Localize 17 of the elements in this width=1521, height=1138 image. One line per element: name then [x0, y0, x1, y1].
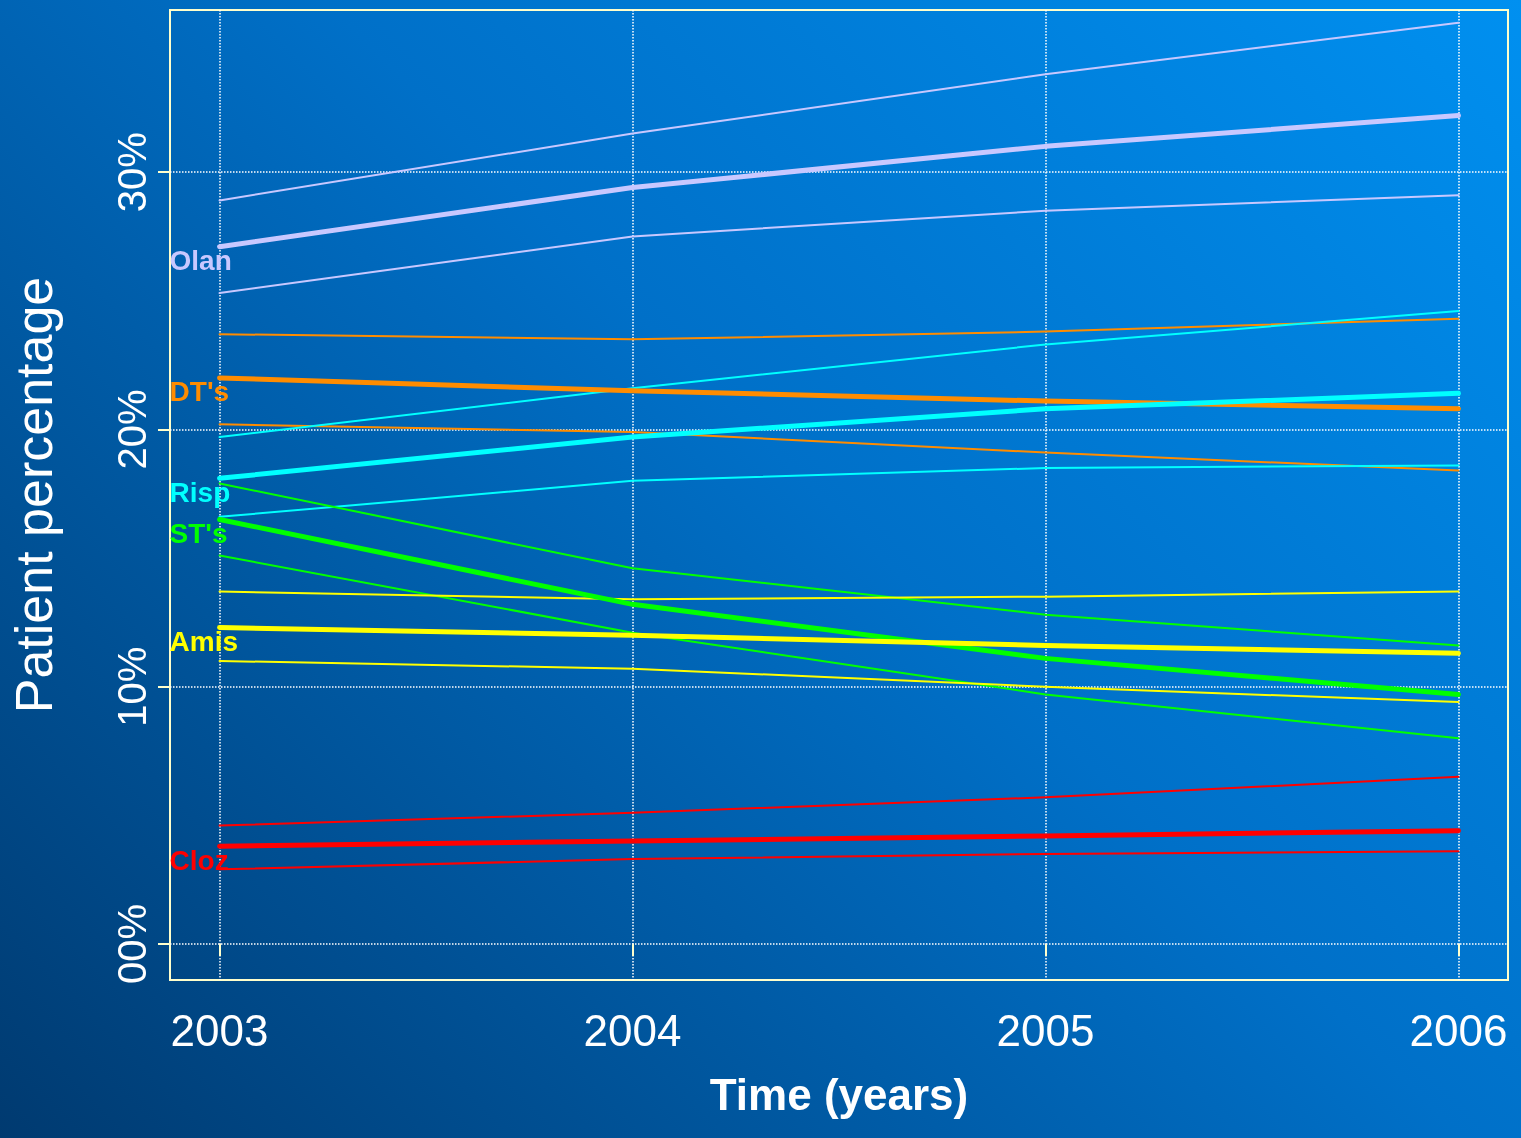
x-axis-title: Time (years)	[709, 1069, 969, 1119]
y-tick-label: 30%	[110, 132, 154, 213]
line-series	[218, 775, 1460, 827]
series-label: Risp	[169, 476, 231, 508]
line-series	[218, 423, 1460, 472]
y-axis-title: Patient percentage	[5, 276, 63, 714]
y-tick-label: 20%	[110, 389, 154, 470]
series-label: DT's	[169, 376, 230, 408]
y-tick-label: 10%	[110, 646, 154, 727]
x-tick-label: 2004	[583, 1005, 682, 1055]
line-series	[218, 659, 1460, 704]
x-tick-label: 2005	[996, 1005, 1095, 1055]
line-series	[218, 21, 1460, 202]
x-tick-label: 2003	[170, 1005, 269, 1055]
y-tick-label: 00%	[110, 903, 154, 985]
x-tick-label: 2006	[1409, 1005, 1508, 1055]
line-series	[218, 317, 1460, 341]
